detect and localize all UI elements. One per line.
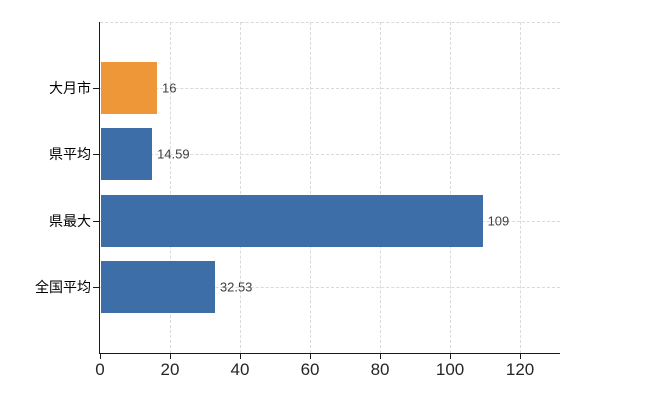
x-gridline bbox=[450, 22, 452, 353]
category-label: 県最大 bbox=[49, 212, 91, 229]
plot-area bbox=[100, 22, 560, 354]
y-axis-tick bbox=[93, 220, 99, 222]
x-tick-label: 80 bbox=[370, 360, 390, 379]
x-tick-label: 40 bbox=[230, 360, 250, 379]
y-axis-tick bbox=[93, 286, 99, 288]
x-gridline bbox=[170, 22, 171, 353]
category-label: 全国平均 bbox=[35, 278, 91, 295]
x-axis-tick bbox=[380, 353, 382, 359]
bar-value-label: 16 bbox=[162, 80, 177, 96]
bar-value-label: 14.59 bbox=[157, 146, 190, 162]
bar-1 bbox=[101, 62, 157, 115]
x-axis-line bbox=[99, 353, 560, 354]
x-axis-tick bbox=[170, 353, 171, 359]
x-axis-tick bbox=[240, 353, 242, 359]
x-gridline bbox=[380, 22, 382, 353]
x-axis-tick bbox=[450, 353, 452, 359]
x-tick-label: 120 bbox=[505, 360, 535, 379]
bar-3 bbox=[101, 194, 483, 247]
bar-4 bbox=[101, 260, 215, 313]
x-axis-tick bbox=[310, 353, 312, 359]
x-axis-tick bbox=[100, 353, 101, 359]
y-axis-tick bbox=[93, 88, 99, 90]
y-axis-line bbox=[99, 22, 100, 353]
y-axis-tick bbox=[93, 154, 99, 156]
bar-value-label: 32.53 bbox=[219, 279, 253, 295]
category-gridline bbox=[100, 88, 560, 90]
x-axis-tick bbox=[520, 353, 522, 359]
category-gridline bbox=[100, 286, 560, 288]
x-tick-label: 60 bbox=[300, 360, 320, 379]
category-gridline bbox=[100, 154, 560, 156]
x-tick-label: 0 bbox=[95, 360, 105, 379]
x-gridline bbox=[310, 22, 312, 353]
x-gridline bbox=[520, 22, 522, 353]
x-tick-label: 20 bbox=[160, 360, 180, 379]
x-tick-label: 100 bbox=[435, 360, 465, 379]
x-gridline bbox=[240, 22, 242, 353]
category-label: 大月市 bbox=[49, 80, 91, 97]
category-label: 県平均 bbox=[49, 146, 91, 163]
bar-value-label: 109 bbox=[487, 213, 510, 229]
bar-2 bbox=[101, 128, 153, 181]
